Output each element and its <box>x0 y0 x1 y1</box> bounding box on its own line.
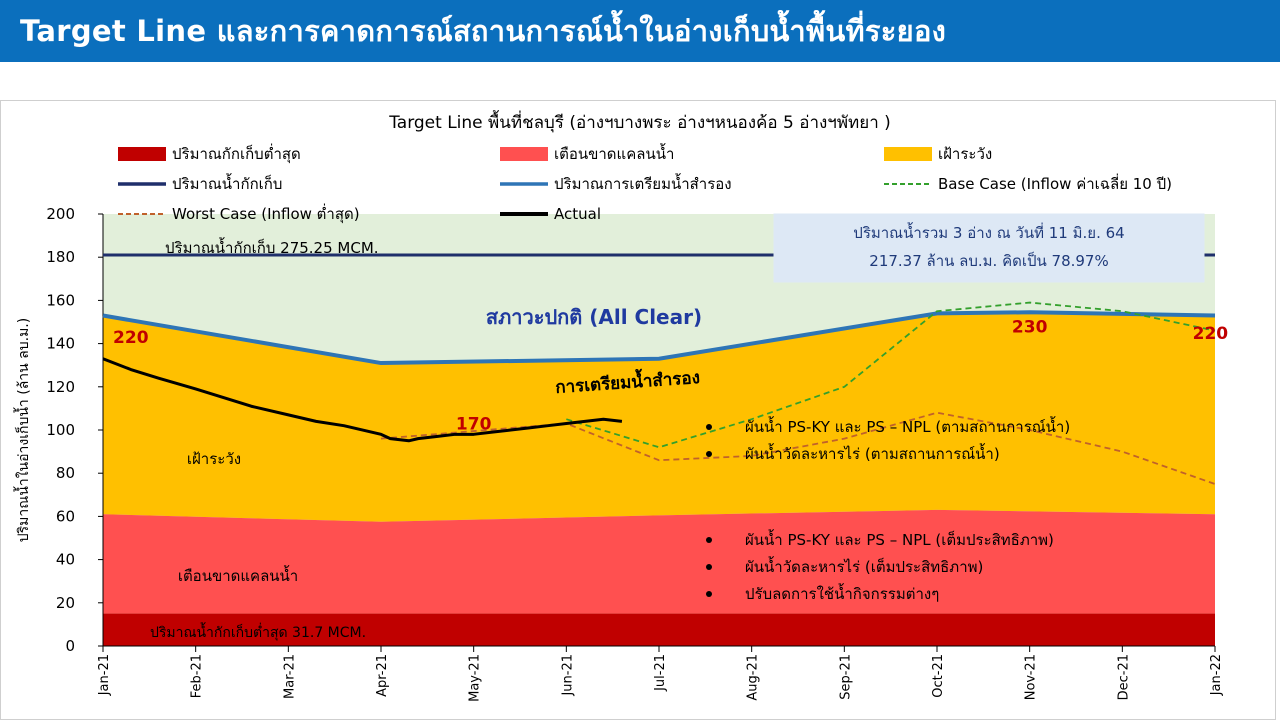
header-banner: Target Line และการคาดการณ์สถานการณ์น้ำใน… <box>0 0 1280 62</box>
action-bullet-lower: ผันน้ำ PS-KY และ PS – NPL (เต็มประสิทธิภ… <box>745 529 1054 549</box>
min-storage-label: ปริมาณน้ำกักเก็บต่ำสุด 31.7 MCM. <box>150 622 366 641</box>
info-box <box>773 213 1205 283</box>
y-tick-label: 0 <box>65 637 75 655</box>
y-tick-label: 20 <box>56 594 75 612</box>
x-tick-label: Apr-21 <box>375 654 390 697</box>
legend-label-worst_case: Worst Case (Inflow ต่ำสุด) <box>172 203 360 224</box>
x-tick-label: Nov-21 <box>1024 654 1039 700</box>
x-tick-label: Dec-21 <box>1116 654 1131 700</box>
shortage-zone-label: เตือนขาดแคลนน้ำ <box>178 565 298 585</box>
x-tick-label: Jan-21 <box>97 654 112 696</box>
x-tick-label: May-21 <box>468 654 483 702</box>
bullet-dot <box>706 537 712 543</box>
x-tick-label: Aug-21 <box>746 654 761 701</box>
target-value-label: 220 <box>113 328 149 348</box>
bullet-dot <box>706 591 712 597</box>
y-tick-label: 80 <box>56 464 75 482</box>
x-tick-label: Jul-21 <box>653 654 668 692</box>
all-clear-label: สภาวะปกติ (All Clear) <box>486 305 702 329</box>
base-case-line <box>566 301 1216 449</box>
legend-label-storage_line: ปริมาณน้ำกักเก็บ <box>172 173 282 193</box>
x-tick-label: Mar-21 <box>282 654 297 699</box>
x-tick-label: Feb-21 <box>190 654 205 698</box>
y-tick-label: 180 <box>46 248 75 266</box>
legend-label-actual: Actual <box>554 205 601 223</box>
target-value-label: 170 <box>456 415 492 435</box>
x-tick-label: Jan-22 <box>1209 654 1224 696</box>
y-tick-label: 200 <box>46 205 75 223</box>
legend-label-prep_line: ปริมาณการเตรียมน้ำสำรอง <box>554 173 732 193</box>
y-tick-label: 100 <box>46 421 75 439</box>
legend-swatch-shortage <box>500 147 548 161</box>
y-tick-label: 120 <box>46 378 75 396</box>
page-title: Target Line และการคาดการณ์สถานการณ์น้ำใน… <box>20 14 947 48</box>
action-bullet-upper: ผันน้ำวัดละหารไร่ (ตามสถานการณ์น้ำ) <box>745 443 1000 463</box>
worst-case-line <box>380 411 1216 485</box>
target-value-label: 230 <box>1012 317 1048 337</box>
x-tick-label: Oct-21 <box>931 654 946 698</box>
legend-swatch-min_storage <box>118 147 166 161</box>
action-bullet-upper: ผันน้ำ PS-KY และ PS – NPL (ตามสถานการณ์น… <box>745 416 1070 436</box>
target-value-label: 220 <box>1193 324 1229 344</box>
action-bullet-lower: ผันน้ำวัดละหารไร่ (เต็มประสิทธิภาพ) <box>745 556 983 576</box>
action-bullet-lower: ปรับลดการใช้น้ำกิจกรรมต่างๆ <box>745 583 939 603</box>
info-line-2: 217.37 ล้าน ลบ.ม. คิดเป็น 78.97% <box>869 251 1108 270</box>
actual-line <box>102 357 623 443</box>
watch-zone-label: เฝ้าระวัง <box>187 450 241 468</box>
y-tick-label: 60 <box>56 507 75 525</box>
bullet-dot <box>706 564 712 570</box>
legend-label-min_storage: ปริมาณกักเก็บต่ำสุด <box>172 143 301 164</box>
reserve-prep-line <box>102 310 1216 366</box>
x-tick-label: Sep-21 <box>838 654 853 700</box>
chart-title: Target Line พื้นที่ชลบุรี (อ่างฯบางพระ อ… <box>388 110 891 133</box>
x-tick-label: Jun-21 <box>560 654 575 697</box>
shortage-zone-area <box>103 509 1215 614</box>
y-tick-label: 160 <box>46 291 75 309</box>
info-line-1: ปริมาณน้ำรวม 3 อ่าง ณ วันที่ 11 มิ.ย. 64 <box>853 222 1124 242</box>
legend-label-base_case: Base Case (Inflow ค่าเฉลี่ย 10 ปี) <box>938 173 1172 193</box>
legend-label-shortage: เตือนขาดแคลนน้ำ <box>554 143 674 163</box>
storage-capacity-label: ปริมาณน้ำกักเก็บ 275.25 MCM. <box>165 237 379 257</box>
bullet-dot <box>706 424 712 430</box>
min-storage-zone-area <box>103 613 1215 646</box>
legend-swatch-watch <box>884 147 932 161</box>
y-tick-label: 140 <box>46 335 75 353</box>
y-axis-title: ปริมาณน้ำในอ่างเก็บน้ำ (ล้าน ลบ.ม.) <box>13 318 32 542</box>
legend-label-watch: เฝ้าระวัง <box>938 145 992 163</box>
y-tick-label: 40 <box>56 551 75 569</box>
bullet-dot <box>706 451 712 457</box>
